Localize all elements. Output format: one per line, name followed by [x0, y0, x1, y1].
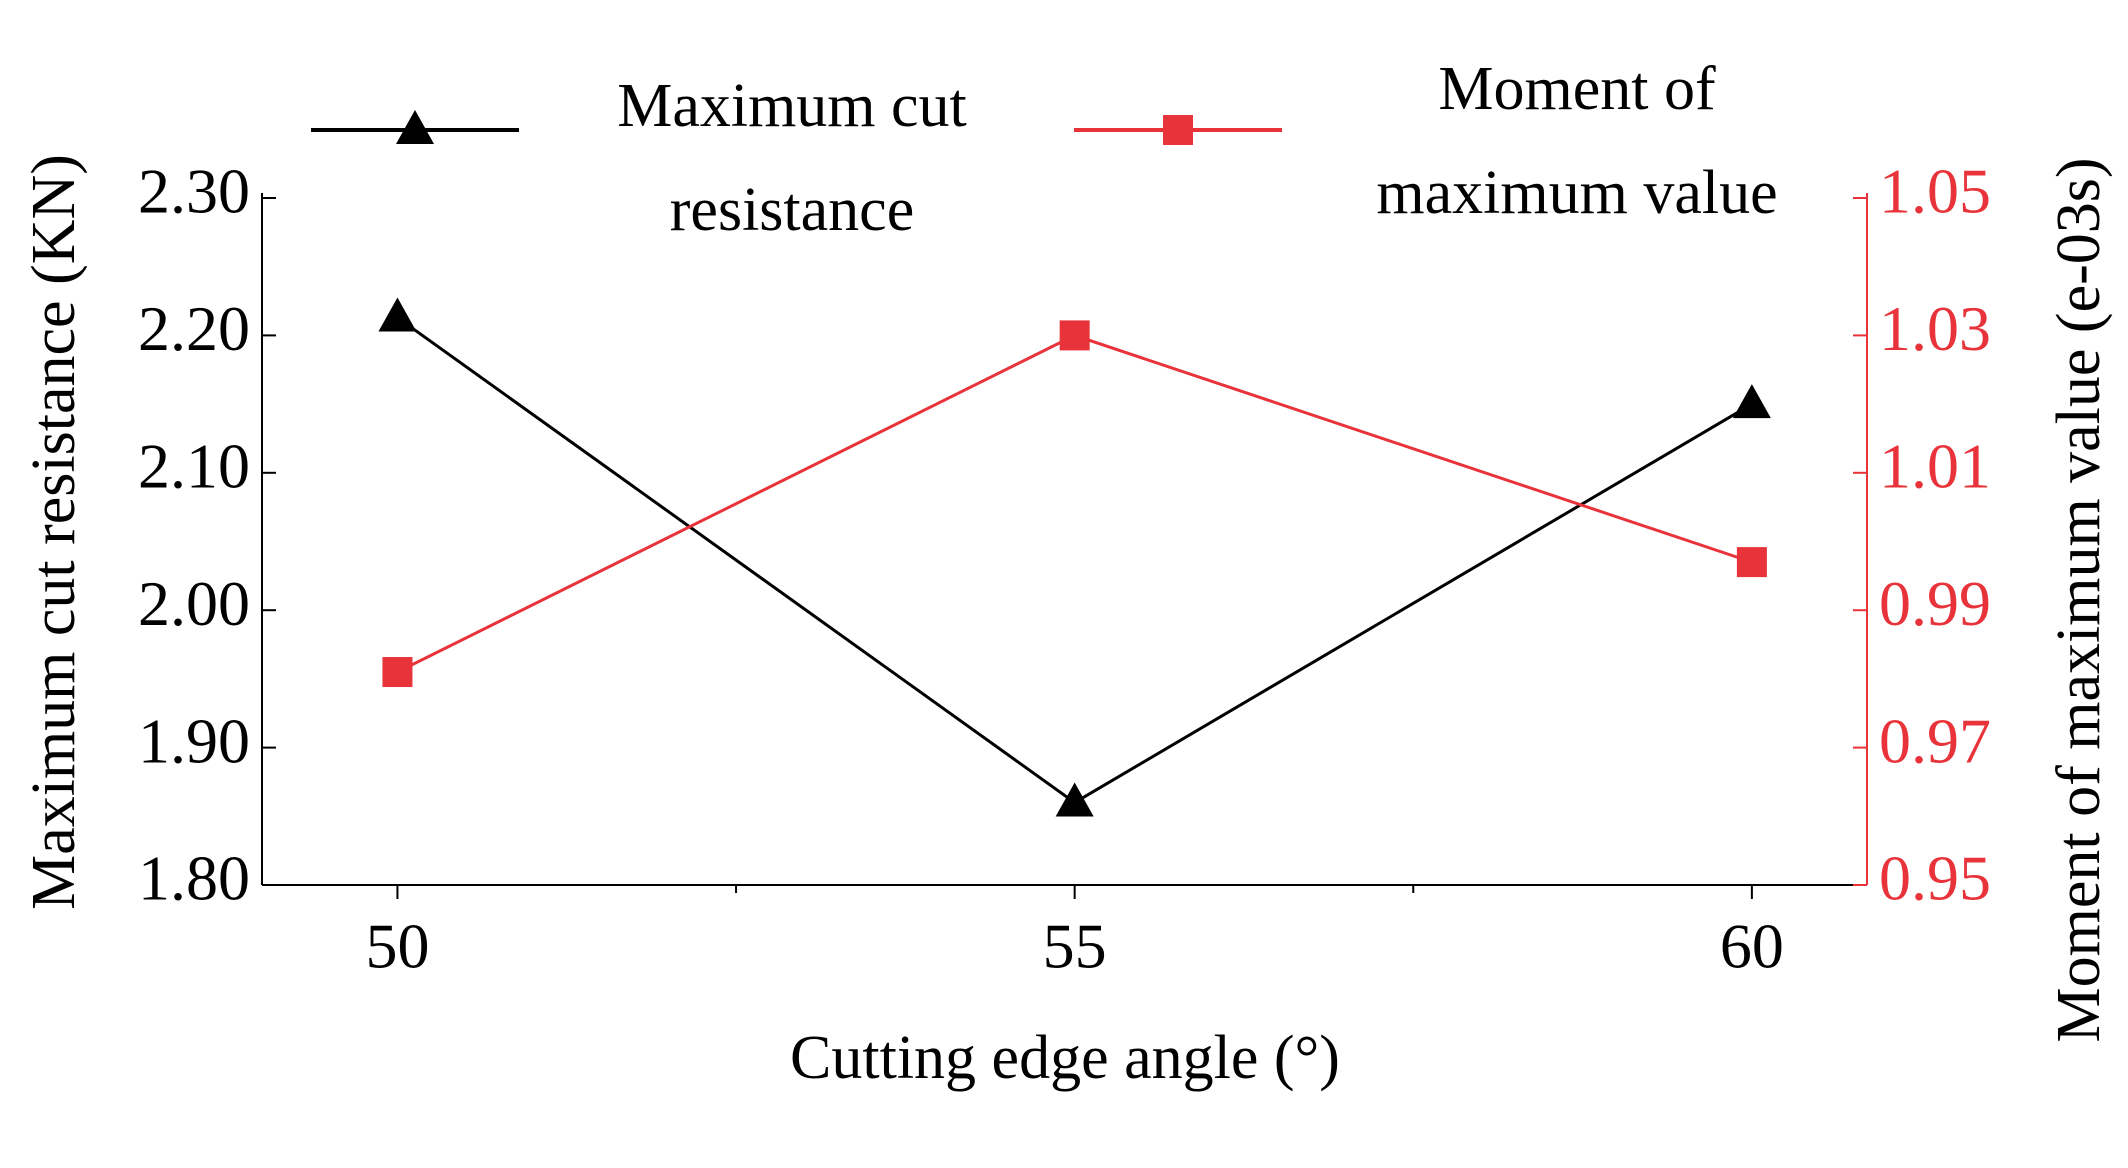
data-point — [1055, 782, 1094, 817]
legend-marker — [1163, 115, 1193, 145]
legend-label: Moment of maximum value — [1376, 55, 1778, 227]
x-axis-label: Cutting edge angle (°) — [790, 1024, 1340, 1092]
y2-tick-label: 1.03 — [1879, 293, 1991, 364]
legend-label: Maximum cut resistance — [617, 72, 967, 244]
y2-axis-label: Moment of maximum value (e-03s) — [2045, 157, 2113, 1042]
y-tick-label: 1.90 — [138, 705, 250, 776]
y2-tick-label: 0.97 — [1879, 705, 1991, 776]
x-tick-label: 55 — [1043, 911, 1107, 982]
y-axis-label: Maximum cut resistance (KN) — [20, 154, 88, 910]
data-point — [1059, 320, 1090, 351]
data-point — [382, 657, 413, 688]
y2-tick-label: 1.01 — [1879, 430, 1991, 501]
y-tick-label: 1.80 — [138, 843, 250, 914]
x-tick-label: 50 — [365, 911, 429, 982]
series-line — [396, 333, 1753, 674]
legend-marker — [396, 110, 434, 144]
y2-tick-label: 0.95 — [1879, 843, 1991, 914]
y-tick-label: 2.30 — [138, 156, 250, 227]
x-tick-label: 60 — [1720, 911, 1784, 982]
series-line — [396, 316, 1753, 805]
data-point — [1736, 547, 1767, 578]
data-point — [378, 297, 417, 332]
y2-tick-label: 0.99 — [1879, 568, 1991, 639]
y2-tick-label: 1.05 — [1879, 156, 1991, 227]
data-point — [1732, 384, 1771, 419]
y-tick-label: 2.10 — [138, 430, 250, 501]
y-tick-label: 2.00 — [138, 568, 250, 639]
y-tick-label: 2.20 — [138, 293, 250, 364]
